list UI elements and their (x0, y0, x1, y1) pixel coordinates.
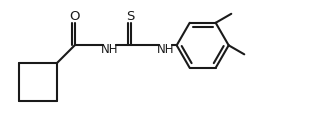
Text: NH: NH (101, 43, 119, 56)
Text: O: O (69, 10, 80, 23)
Text: NH: NH (157, 43, 174, 56)
Text: S: S (127, 10, 135, 23)
